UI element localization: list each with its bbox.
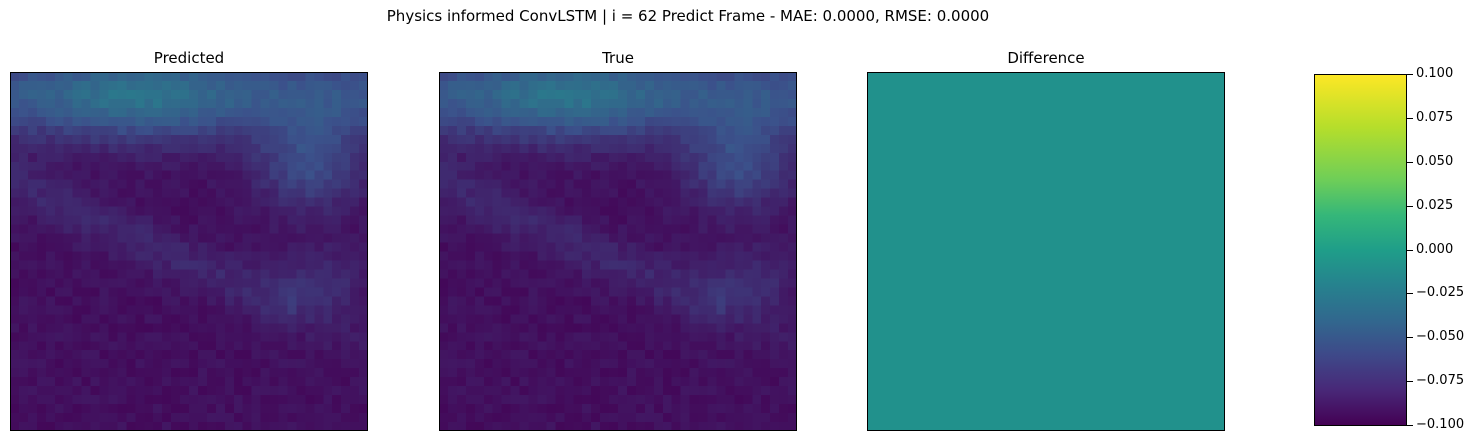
colorbar-tick	[1407, 381, 1413, 383]
true-heatmap	[439, 72, 797, 431]
colorbar-tick-label: −0.050	[1416, 329, 1465, 345]
colorbar-tick-label: 0.000	[1416, 241, 1454, 257]
colorbar-tick	[1407, 74, 1413, 75]
true-title: True	[602, 49, 634, 67]
colorbar-tick	[1407, 249, 1413, 251]
difference-heatmap	[867, 72, 1225, 431]
colorbar-tick	[1407, 205, 1413, 207]
colorbar-tick-label: −0.025	[1416, 285, 1465, 301]
colorbar-tick	[1407, 425, 1413, 426]
colorbar-tick-label: 0.075	[1416, 109, 1454, 125]
colorbar-tick-label: 0.050	[1416, 153, 1454, 169]
difference-panel: Difference	[867, 49, 1225, 431]
colorbar-tick	[1407, 293, 1413, 295]
true-panel: True	[439, 49, 797, 431]
figure-title: Physics informed ConvLSTM | i = 62 Predi…	[386, 7, 990, 25]
predicted-panel: Predicted	[10, 49, 368, 431]
colorbar-tick	[1407, 337, 1413, 339]
colorbar-tick	[1407, 161, 1413, 163]
colorbar-tick-label: 0.025	[1416, 197, 1454, 213]
colorbar-tick	[1407, 117, 1413, 119]
predicted-title: Predicted	[153, 49, 225, 67]
colorbar-tick-label: −0.075	[1416, 373, 1465, 389]
predicted-heatmap	[10, 72, 368, 431]
difference-title: Difference	[1007, 49, 1085, 67]
colorbar-tick-label: 0.100	[1416, 66, 1454, 81]
colorbar	[1314, 74, 1407, 426]
colorbar-tick-label: −0.100	[1416, 417, 1465, 432]
